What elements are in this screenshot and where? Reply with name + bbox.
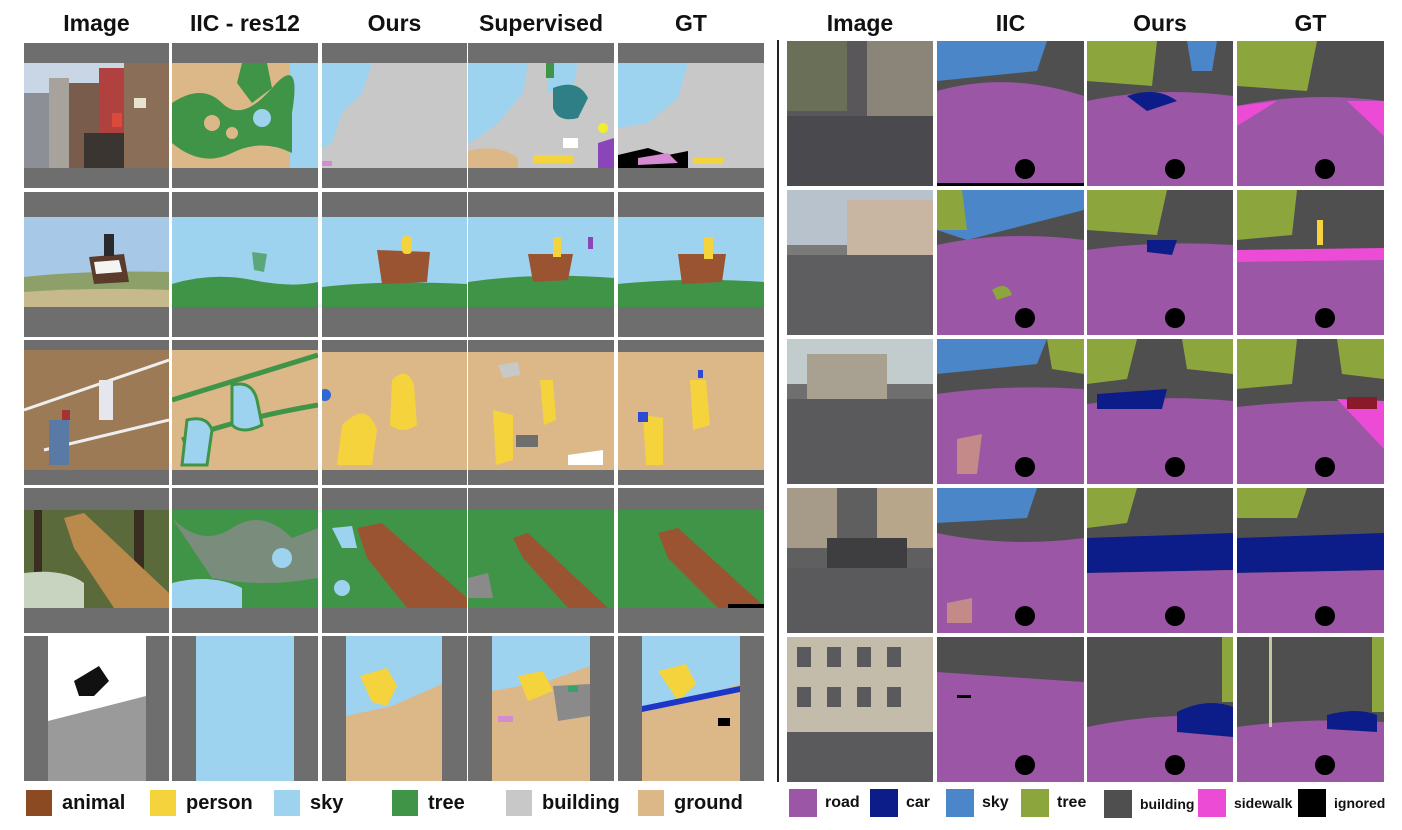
legend-swatch-building bbox=[506, 790, 532, 816]
panel-divider bbox=[777, 40, 779, 782]
legend-tree: tree bbox=[392, 788, 465, 818]
gt-city-2 bbox=[1237, 190, 1384, 335]
legend-tree-city: tree bbox=[1021, 788, 1086, 818]
legend-swatch-building-city bbox=[1104, 790, 1132, 818]
gt-giraffe bbox=[618, 488, 764, 633]
legend-swatch-ground bbox=[638, 790, 664, 816]
legend-label-sky-city: sky bbox=[982, 794, 1009, 811]
legend-road: road bbox=[789, 788, 860, 818]
gt-city-3 bbox=[1237, 339, 1384, 484]
ours-city-5 bbox=[1087, 637, 1233, 782]
legend-label-ignored: ignored bbox=[1334, 795, 1386, 811]
legend-label-car: car bbox=[906, 794, 931, 811]
photo-horse bbox=[24, 192, 169, 337]
legend-label-tree-city: tree bbox=[1057, 794, 1087, 811]
iic-skater bbox=[172, 636, 318, 781]
header-iic-res12: IIC - res12 bbox=[190, 10, 300, 36]
ours-skater bbox=[322, 636, 467, 781]
legend-animal: animal bbox=[26, 788, 125, 818]
ours-city-4 bbox=[1087, 488, 1233, 633]
gt-skater bbox=[618, 636, 764, 781]
iic-city-1 bbox=[937, 41, 1084, 186]
supervised-street bbox=[468, 43, 614, 188]
iic-baseball bbox=[172, 340, 318, 485]
legend-swatch-road bbox=[789, 789, 817, 817]
iic-city-3 bbox=[937, 339, 1084, 484]
header-gt-left: GT bbox=[675, 10, 707, 36]
legend-ground: ground bbox=[638, 788, 743, 818]
legend-sidewalk: sidewalk bbox=[1198, 788, 1292, 818]
legend-sky-city: sky bbox=[946, 788, 1009, 818]
header-ours-right: Ours bbox=[1133, 10, 1187, 36]
ours-city-2 bbox=[1087, 190, 1233, 335]
iic-giraffe bbox=[172, 488, 318, 633]
legend-swatch-sidewalk bbox=[1198, 789, 1226, 817]
legend-swatch-sky bbox=[274, 790, 300, 816]
legend-label-animal: animal bbox=[62, 791, 126, 814]
legend-swatch-tree bbox=[392, 790, 418, 816]
legend-label-tree: tree bbox=[428, 791, 465, 814]
gt-horse bbox=[618, 192, 764, 337]
iic-city-4 bbox=[937, 488, 1084, 633]
ours-giraffe bbox=[322, 488, 467, 633]
iic-horse bbox=[172, 192, 318, 337]
photo-street bbox=[24, 43, 169, 188]
legend-label-building-city: building bbox=[1140, 796, 1195, 812]
legend-car: car bbox=[870, 788, 930, 818]
ours-baseball bbox=[322, 340, 467, 485]
legend-swatch-person bbox=[150, 790, 176, 816]
legend-label-sky: sky bbox=[310, 791, 344, 814]
legend-swatch-sky-city bbox=[946, 789, 974, 817]
legend-label-person: person bbox=[186, 791, 253, 814]
legend-building-city: building bbox=[1104, 789, 1194, 819]
ours-city-1 bbox=[1087, 41, 1233, 186]
photo-city-2 bbox=[787, 190, 933, 335]
legend-swatch-tree-city bbox=[1021, 789, 1049, 817]
legend-label-road: road bbox=[825, 794, 860, 811]
photo-city-5 bbox=[787, 637, 933, 782]
header-ours-left: Ours bbox=[367, 10, 422, 36]
legend-swatch-car bbox=[870, 789, 898, 817]
legend-ignored: ignored bbox=[1298, 788, 1385, 818]
photo-baseball bbox=[24, 340, 169, 485]
supervised-horse bbox=[468, 192, 614, 337]
iic-city-2 bbox=[937, 190, 1084, 335]
header-image-right: Image bbox=[826, 10, 894, 36]
gt-city-4 bbox=[1237, 488, 1384, 633]
photo-city-3 bbox=[787, 339, 933, 484]
legend-label-building: building bbox=[542, 791, 620, 814]
ours-horse bbox=[322, 192, 467, 337]
ours-street bbox=[322, 43, 467, 188]
legend-building: building bbox=[506, 788, 620, 818]
header-supervised: Supervised bbox=[479, 10, 603, 36]
supervised-giraffe bbox=[468, 488, 614, 633]
legend-swatch-ignored bbox=[1298, 789, 1326, 817]
ours-city-3 bbox=[1087, 339, 1233, 484]
supervised-baseball bbox=[468, 340, 614, 485]
legend-swatch-animal bbox=[26, 790, 52, 816]
photo-skater bbox=[24, 636, 169, 781]
legend-label-ground: ground bbox=[674, 791, 743, 814]
legend-label-sidewalk: sidewalk bbox=[1234, 795, 1293, 811]
gt-street bbox=[618, 43, 764, 188]
gt-baseball bbox=[618, 340, 764, 485]
header-iic: IIC bbox=[995, 10, 1026, 36]
legend-person: person bbox=[150, 788, 253, 818]
header-image-left: Image bbox=[63, 10, 130, 36]
photo-city-1 bbox=[787, 41, 933, 186]
legend-sky: sky bbox=[274, 788, 343, 818]
photo-city-4 bbox=[787, 488, 933, 633]
gt-city-5 bbox=[1237, 637, 1384, 782]
header-gt-right: GT bbox=[1294, 10, 1327, 36]
iic-city-5 bbox=[937, 637, 1084, 782]
gt-city-1 bbox=[1237, 41, 1384, 186]
supervised-skater bbox=[468, 636, 614, 781]
iic-street bbox=[172, 43, 318, 188]
photo-giraffe bbox=[24, 488, 169, 633]
